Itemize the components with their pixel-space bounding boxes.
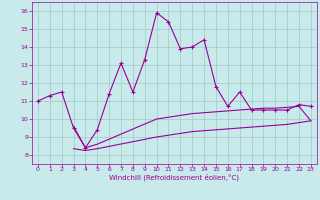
X-axis label: Windchill (Refroidissement éolien,°C): Windchill (Refroidissement éolien,°C) — [109, 174, 239, 181]
